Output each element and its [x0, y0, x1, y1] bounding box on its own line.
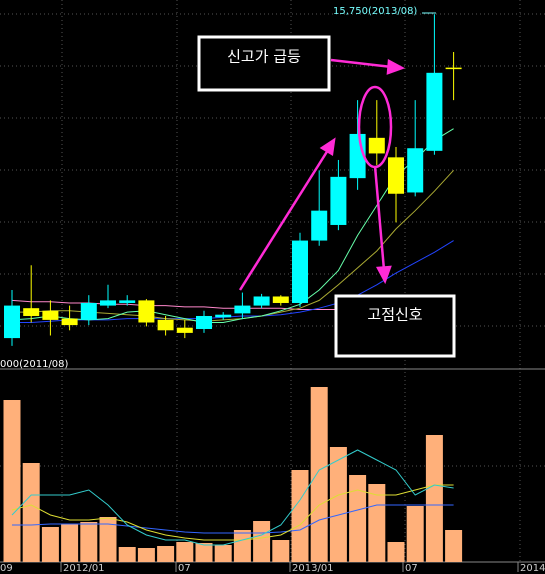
- arrow: [238, 149, 330, 291]
- volume-bar: [233, 530, 251, 562]
- candle-body: [61, 318, 78, 326]
- volume-bar: [291, 470, 309, 562]
- volume-bar: [99, 517, 117, 562]
- volume-bar: [118, 547, 136, 562]
- volume-ma-line: [11, 484, 454, 541]
- callout-text: 고점신호: [367, 306, 422, 324]
- arrow-head: [375, 265, 392, 285]
- candle-body: [215, 314, 232, 318]
- annotations: 15,750(2013/08) 000(2011/08) 신고가 급등 고점신호: [0, 6, 456, 370]
- candle-body: [119, 300, 136, 303]
- volume-bar: [137, 548, 155, 562]
- volume-bar: [157, 546, 175, 562]
- volume-bar: [387, 542, 405, 562]
- volume-bar: [61, 524, 79, 562]
- x-tick-label: 07: [405, 563, 418, 574]
- volume-bar: [406, 506, 424, 562]
- x-tick-label: 2013/01: [292, 563, 334, 574]
- candle-body: [157, 319, 174, 331]
- candle-body: [368, 137, 385, 154]
- volume-bar: [272, 540, 290, 562]
- volume-bar: [425, 435, 443, 562]
- candle-body: [80, 302, 97, 320]
- volume-bar: [195, 543, 213, 562]
- plot: [3, 14, 463, 562]
- candle-body: [253, 296, 270, 306]
- candle-body: [407, 148, 424, 193]
- arrow-head: [319, 137, 336, 157]
- volume-bar: [214, 545, 232, 562]
- candle-body: [138, 300, 155, 323]
- volume-bar: [41, 527, 59, 562]
- x-tick-label: 09: [0, 563, 13, 574]
- callout-text: 신고가 급등: [227, 48, 301, 66]
- candle-body: [4, 305, 20, 339]
- volume-ma-line: [11, 449, 454, 546]
- candle-body: [272, 296, 289, 303]
- candle-body: [388, 157, 404, 194]
- volume-bar: [368, 484, 386, 562]
- callout-box: [197, 35, 331, 92]
- volume-bar: [80, 522, 98, 562]
- arrows: [238, 58, 406, 291]
- candle-body: [196, 315, 212, 329]
- candle-body: [330, 176, 347, 225]
- volume-bar: [22, 463, 40, 562]
- arrow: [373, 165, 386, 271]
- volume-bar: [349, 475, 367, 562]
- x-axis-labels: 09 2012/01 07 2013/01 07 2014: [0, 562, 545, 574]
- high-label: 15,750(2013/08): [333, 6, 417, 17]
- volume-ma-line: [12, 504, 454, 534]
- volume-bar: [176, 542, 194, 562]
- arrow: [330, 58, 393, 69]
- candle-body: [311, 210, 328, 241]
- candle-body: [23, 308, 40, 316]
- low-label: 000(2011/08): [0, 359, 69, 370]
- x-tick-label: 2014: [520, 563, 545, 574]
- candle-body: [445, 67, 462, 70]
- callout-box: [334, 294, 456, 358]
- volume-bar: [3, 400, 21, 562]
- grid: [0, 0, 545, 562]
- candle-body: [42, 310, 59, 320]
- candle-body: [292, 240, 308, 303]
- candle-body: [234, 305, 251, 314]
- volume-bar: [253, 521, 271, 562]
- candle-body: [100, 300, 116, 306]
- candle-body: [176, 327, 193, 333]
- volume-bar: [329, 447, 347, 562]
- candle-body: [426, 72, 443, 151]
- x-tick-label: 2012/01: [63, 563, 105, 574]
- volume-bar: [445, 530, 463, 562]
- x-tick-label: 07: [178, 563, 191, 574]
- volume-bar: [310, 387, 328, 562]
- arrow-head: [386, 58, 406, 75]
